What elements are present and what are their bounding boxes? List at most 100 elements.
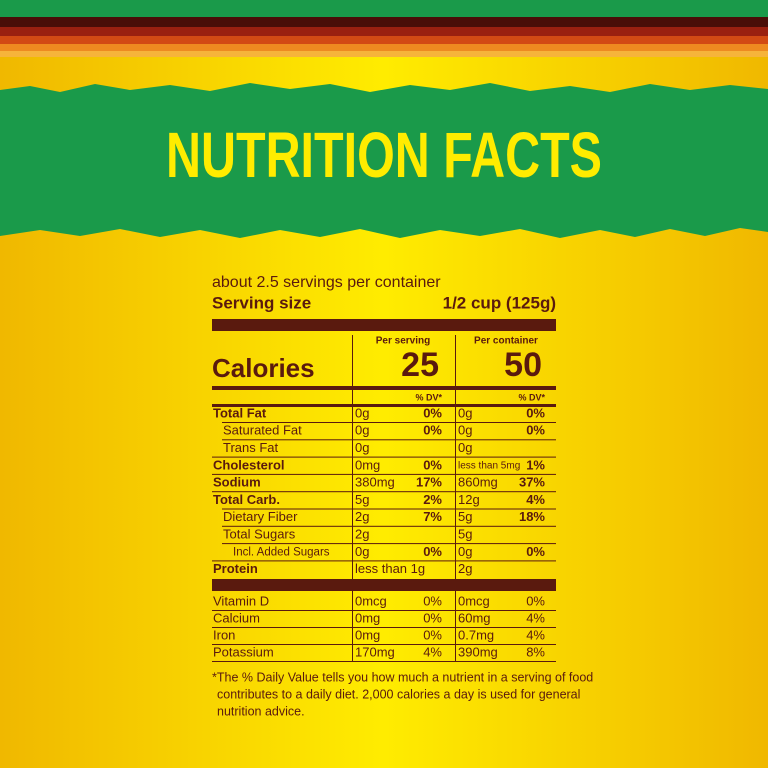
dv-heading: % DV* (415, 392, 442, 402)
nutrient-name: Dietary Fiber (223, 509, 298, 524)
daily-value: 0% (423, 457, 442, 472)
stripe (0, 17, 768, 27)
daily-value: 0% (423, 423, 442, 438)
amount: 0g (355, 440, 369, 455)
calories-value: 25 (401, 346, 439, 384)
amount: 60mg (458, 610, 491, 625)
amount: 0mg (355, 457, 380, 472)
stripe (0, 36, 768, 44)
amount: 0.7mg (458, 627, 494, 642)
amount: 2g (458, 561, 472, 576)
rule (212, 386, 556, 390)
daily-value: 37% (519, 475, 545, 490)
nutrient-name: Potassium (213, 644, 274, 659)
amount: 0mg (355, 610, 380, 625)
title: NUTRITION FACTS (166, 119, 602, 191)
divider (222, 508, 556, 510)
divider (212, 456, 556, 458)
nutrient-name: Iron (213, 627, 235, 642)
amount: 390mg (458, 644, 498, 659)
daily-value: 0% (423, 544, 442, 559)
divider (212, 491, 556, 493)
column-line (352, 335, 353, 662)
calories-label: Calories (212, 353, 315, 383)
divider (212, 560, 556, 562)
nutrient-name: Protein (213, 561, 258, 576)
divider (222, 422, 556, 423)
daily-value: 4% (526, 492, 545, 507)
stripe (0, 44, 768, 51)
daily-value: 0% (423, 610, 442, 625)
daily-value: 4% (423, 644, 442, 659)
nutrient-name: Total Carb. (213, 492, 280, 507)
daily-value: 8% (526, 644, 545, 659)
servings: about 2.5 servings per container (212, 274, 441, 291)
nutrient-name: Vitamin D (213, 593, 269, 608)
amount: 170mg (355, 644, 395, 659)
nutrient-name: Cholesterol (213, 457, 285, 472)
rule (212, 404, 556, 407)
amount: 2g (355, 509, 369, 524)
amount: 2g (355, 527, 369, 542)
divider (222, 439, 556, 441)
amount: 0g (355, 544, 369, 559)
daily-value: 0% (526, 593, 545, 608)
footnote: contributes to a daily diet. 2,000 calor… (217, 687, 580, 701)
dv-heading: % DV* (518, 392, 545, 402)
amount: 0g (355, 423, 369, 438)
nutrient-name: Calcium (213, 610, 260, 625)
amount: 0g (458, 405, 472, 420)
amount: 0g (458, 544, 472, 559)
divider (212, 610, 556, 611)
column-line (455, 335, 456, 662)
daily-value: 0% (423, 593, 442, 608)
daily-value: 0% (526, 405, 545, 420)
amount: 12g (458, 492, 480, 507)
daily-value: 0% (423, 627, 442, 642)
amount: 0g (458, 440, 472, 455)
green-band (0, 83, 768, 238)
divider (222, 543, 556, 545)
footnote: *The % Daily Value tells you how much a … (212, 670, 593, 684)
daily-value: 18% (519, 509, 545, 524)
amount: less than 1g (355, 561, 425, 576)
amount: 5g (458, 509, 472, 524)
divider (212, 644, 556, 645)
rule (212, 319, 556, 331)
column-heading: Per serving (376, 336, 430, 347)
nutrition-label: about 2.5 servings per container Serving … (212, 274, 593, 718)
amount: 0mg (355, 627, 380, 642)
divider (222, 525, 556, 527)
daily-value: 0% (526, 423, 545, 438)
stripe (0, 27, 768, 36)
serving-size-value: 1/2 cup (125g) (443, 293, 556, 312)
daily-value: 17% (416, 475, 442, 490)
daily-value: 0% (423, 405, 442, 420)
nutrient-name: Incl. Added Sugars (233, 546, 330, 558)
serving-size-label: Serving size (212, 293, 311, 312)
amount: 0mcg (458, 593, 490, 608)
nutrient-name: Total Sugars (223, 527, 296, 542)
stripe (0, 51, 768, 57)
divider (212, 627, 556, 628)
divider (212, 473, 556, 475)
rule (212, 579, 556, 591)
amount: less than 5mg (458, 461, 520, 472)
daily-value: 0% (526, 544, 545, 559)
daily-value: 2% (423, 492, 442, 507)
calories-value: 50 (504, 346, 542, 384)
daily-value: 7% (423, 509, 442, 524)
nutrient-name: Total Fat (213, 405, 267, 420)
daily-value: 4% (526, 610, 545, 625)
amount: 0g (458, 423, 472, 438)
divider (212, 661, 556, 662)
nutrient-name: Saturated Fat (223, 423, 302, 438)
amount: 380mg (355, 475, 395, 490)
nutrient-name: Trans Fat (223, 440, 279, 455)
footnote: nutrition advice. (217, 704, 305, 718)
amount: 0mcg (355, 593, 387, 608)
daily-value: 1% (526, 457, 545, 472)
amount: 860mg (458, 475, 498, 490)
